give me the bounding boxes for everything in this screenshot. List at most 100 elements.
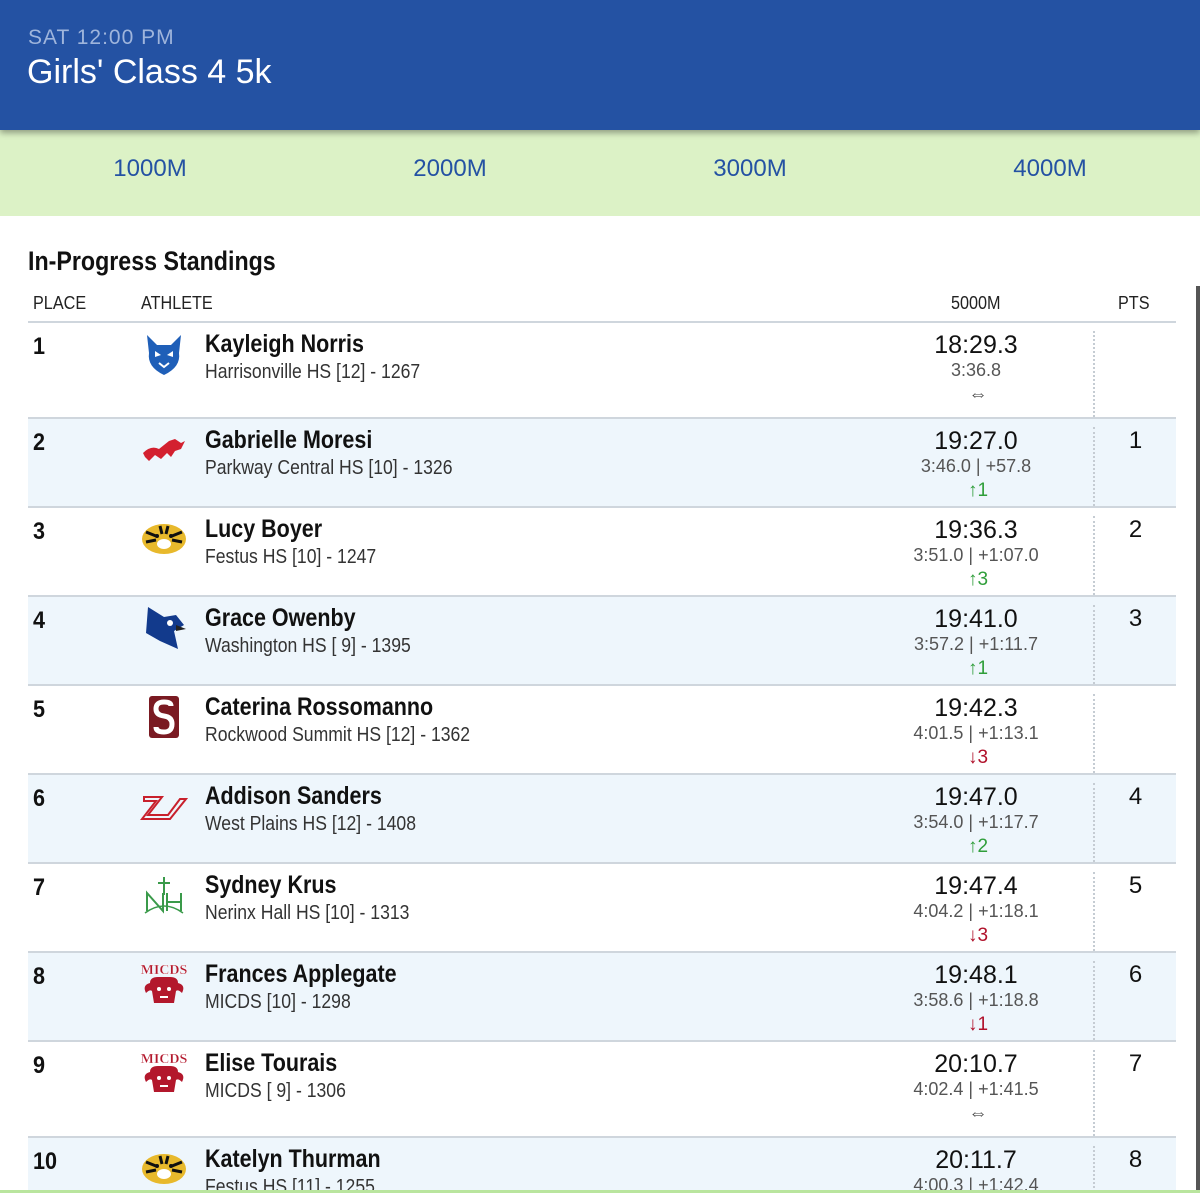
team-points: 5 [1093, 872, 1176, 951]
column-header-pts: PTS [1118, 293, 1150, 313]
athlete-school: Washington HS [ 9] - 1395 [205, 635, 411, 657]
position-change: ↑3 [967, 569, 989, 590]
place-number: 1 [33, 333, 46, 360]
split-gap: 4:00.3 | +1:42.4 [913, 1175, 1039, 1193]
scrollbar[interactable] [1196, 286, 1200, 1191]
team-points: 3 [1093, 605, 1176, 684]
finish-time: 19:48.1 [934, 961, 1018, 989]
event-header: SAT 12:00 PM Girls' Class 4 5k [0, 0, 1200, 130]
athlete-name[interactable]: Grace Owenby [205, 604, 356, 632]
table-row[interactable]: 10 Katelyn Thurman Festus HS [11] - 1255 20… [28, 1138, 1176, 1193]
position-change: ↓3 [967, 925, 989, 946]
micds-ram-logo: MICDS [140, 961, 188, 1007]
svg-text:MICDS: MICDS [141, 1052, 188, 1067]
finish-time: 19:47.4 [934, 872, 1018, 900]
athlete-name[interactable]: Addison Sanders [205, 782, 382, 810]
split-tabs: 1000M 2000M 3000M 4000M [0, 130, 1200, 216]
split-gap: 4:01.5 | +1:13.1 [913, 723, 1039, 743]
standings-table: 1 Kayleigh Norris Harrisonville HS [12] - … [28, 321, 1176, 1193]
athlete-school: MICDS [10] - 1298 [205, 991, 351, 1013]
athlete-name[interactable]: Caterina Rossomanno [205, 693, 434, 721]
team-points: 1 [1093, 427, 1176, 506]
position-change: ↑1 [967, 658, 989, 679]
wildcat-logo [140, 331, 188, 377]
team-points [1093, 331, 1176, 417]
finish-time: 20:10.7 [934, 1050, 1018, 1078]
athlete-name[interactable]: Katelyn Thurman [205, 1145, 381, 1173]
table-row[interactable]: 2 Gabrielle Moresi Parkway Central HS [10]… [28, 419, 1176, 508]
summit-s-logo [140, 694, 188, 740]
finish-time: 18:29.3 [934, 331, 1018, 359]
position-change: ↓3 [967, 747, 989, 768]
tiger-logo [140, 516, 188, 562]
split-gap: 3:54.0 | +1:17.7 [913, 812, 1039, 832]
column-header-place: PLACE [33, 293, 87, 313]
column-header-split: 5000M [951, 293, 1001, 313]
position-change: ⇔ [968, 384, 988, 405]
place-number: 3 [33, 518, 46, 545]
split-gap: 3:36.8 [950, 360, 1002, 380]
position-change: ↑1 [967, 480, 989, 501]
split-gap: 4:02.4 | +1:41.5 [913, 1079, 1039, 1099]
micds-ram-logo: MICDS [140, 1050, 188, 1096]
event-time: SAT 12:00 PM [28, 26, 175, 49]
bottom-divider [0, 1190, 1200, 1193]
split-gap: 3:51.0 | +1:07.0 [913, 545, 1039, 565]
split-tab-4000m[interactable]: 4000M [1013, 155, 1087, 182]
table-row[interactable]: 7 Sydney Krus Nerinx Hall HS [10] - 1313 19… [28, 864, 1176, 953]
svg-text:MICDS: MICDS [141, 963, 188, 978]
split-tab-2000m[interactable]: 2000M [413, 155, 487, 182]
team-points: 7 [1093, 1050, 1176, 1136]
finish-time: 19:41.0 [934, 605, 1018, 633]
split-tab-1000m[interactable]: 1000M [113, 155, 187, 182]
athlete-school: Nerinx Hall HS [10] - 1313 [205, 902, 410, 924]
finish-time: 20:11.7 [935, 1146, 1017, 1174]
athlete-name[interactable]: Frances Applegate [205, 960, 397, 988]
team-points: 4 [1093, 783, 1176, 862]
team-points [1093, 694, 1176, 773]
table-row[interactable]: 9 MICDS Elise Tourais MICDS [ 9] - 1306 20:1… [28, 1042, 1176, 1138]
athlete-name[interactable]: Lucy Boyer [205, 515, 323, 543]
table-row[interactable]: 5 Caterina Rossomanno Rockwood Summit HS [… [28, 686, 1176, 775]
mustang-logo [140, 427, 188, 473]
position-change: ↓1 [967, 1014, 989, 1035]
split-gap: 4:04.2 | +1:18.1 [913, 901, 1039, 921]
team-points: 8 [1093, 1146, 1176, 1193]
place-number: 4 [33, 607, 46, 634]
split-tab-3000m[interactable]: 3000M [713, 155, 787, 182]
column-header-athlete: ATHLETE [141, 293, 213, 313]
table-row[interactable]: 8 MICDS Frances Applegate MICDS [10] - 1298… [28, 953, 1176, 1042]
place-number: 8 [33, 963, 46, 990]
position-change: ↑2 [967, 836, 989, 857]
finish-time: 19:47.0 [934, 783, 1018, 811]
finish-time: 19:36.3 [934, 516, 1018, 544]
standings-title: In-Progress Standings [28, 246, 276, 276]
table-row[interactable]: 4 Grace Owenby Washington HS [ 9] - 1395 19… [28, 597, 1176, 686]
athlete-school: Rockwood Summit HS [12] - 1362 [205, 724, 471, 746]
athlete-school: Harrisonville HS [12] - 1267 [205, 361, 421, 383]
table-row[interactable]: 3 Lucy Boyer Festus HS [10] - 1247 19:36.3 3… [28, 508, 1176, 597]
athlete-name[interactable]: Elise Tourais [205, 1049, 338, 1077]
athlete-name[interactable]: Gabrielle Moresi [205, 426, 373, 454]
place-number: 6 [33, 785, 46, 812]
finish-time: 19:27.0 [934, 427, 1018, 455]
athlete-school: West Plains HS [12] - 1408 [205, 813, 416, 835]
split-gap: 3:58.6 | +1:18.8 [913, 990, 1039, 1010]
athlete-school: MICDS [ 9] - 1306 [205, 1080, 346, 1102]
place-number: 5 [33, 696, 46, 723]
team-points: 2 [1093, 516, 1176, 595]
position-change: ⇔ [968, 1103, 988, 1124]
athlete-school: Festus HS [10] - 1247 [205, 546, 377, 568]
zizzer-logo [140, 783, 188, 829]
team-points: 6 [1093, 961, 1176, 1040]
athlete-school: Festus HS [11] - 1255 [205, 1176, 375, 1193]
athlete-name[interactable]: Sydney Krus [205, 871, 337, 899]
bluejay-logo [140, 605, 188, 651]
tiger-logo [140, 1146, 188, 1192]
event-title: Girls' Class 4 5k [27, 53, 272, 91]
athlete-school: Parkway Central HS [10] - 1326 [205, 457, 453, 479]
place-number: 2 [33, 429, 46, 456]
table-row[interactable]: 1 Kayleigh Norris Harrisonville HS [12] - … [28, 323, 1176, 419]
athlete-name[interactable]: Kayleigh Norris [205, 330, 364, 358]
table-row[interactable]: 6 Addison Sanders West Plains HS [12] - 14… [28, 775, 1176, 864]
